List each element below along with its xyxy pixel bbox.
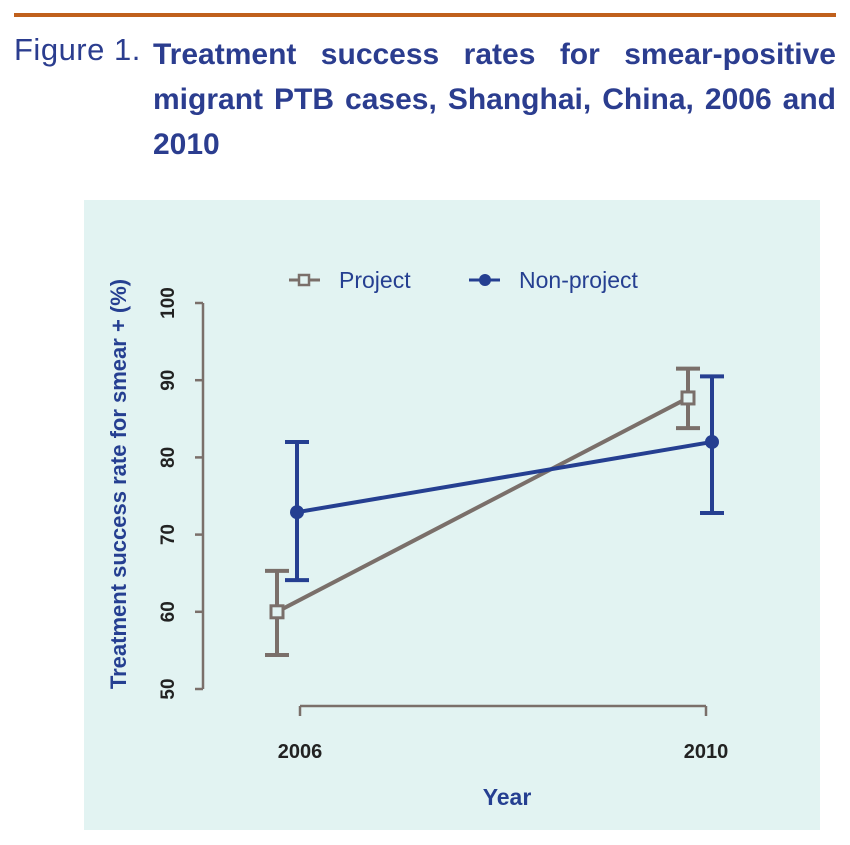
legend-project-label: Project [339, 267, 411, 293]
y-tick-label: 50 [158, 678, 179, 699]
figure-title: Treatment success rates for smear-positi… [153, 38, 836, 161]
legend-project-marker [297, 273, 311, 287]
data-point-project [680, 390, 696, 406]
top-rule [14, 13, 836, 17]
data-point-non-project [705, 434, 719, 449]
y-tick-label: 90 [158, 370, 179, 391]
figure-label: Figure 1. [14, 32, 141, 67]
y-axis-title: Treatment success rate for smear + (%) [106, 279, 131, 689]
data-point-non-project [290, 505, 304, 520]
y-tick-label: 100 [158, 287, 179, 319]
series-line-0 [276, 396, 689, 614]
y-tick-label: 60 [158, 601, 179, 622]
legend-non-project-marker [479, 274, 491, 286]
series-line-1 [296, 439, 713, 515]
legend-non-project-label: Non-project [519, 267, 638, 293]
x-axis-title: Year [483, 784, 532, 810]
chart-panel [84, 200, 820, 830]
data-point-project [269, 604, 285, 620]
y-tick-label: 70 [158, 524, 179, 545]
y-tick-label: 80 [158, 447, 179, 468]
x-tick-label: 2006 [278, 741, 323, 763]
x-tick-label: 2010 [684, 741, 729, 763]
